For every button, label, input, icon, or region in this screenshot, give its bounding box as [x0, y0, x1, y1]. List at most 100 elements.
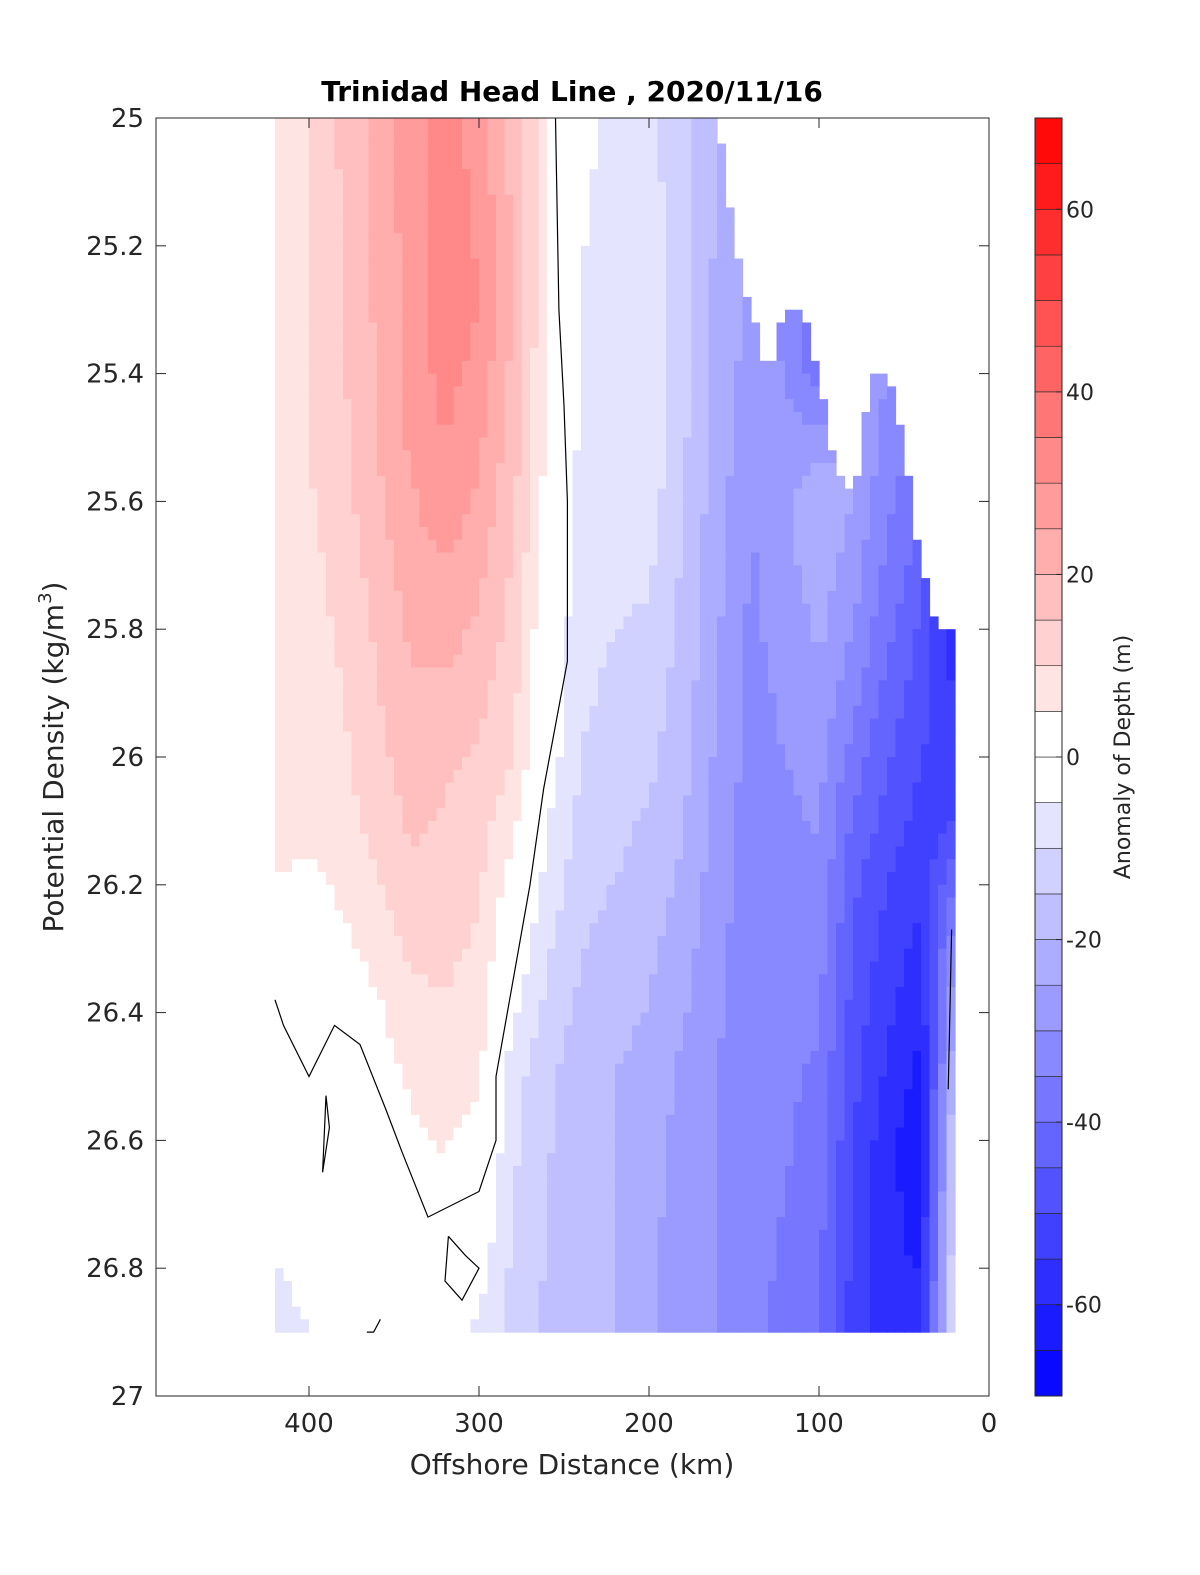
contour-cell	[453, 667, 463, 681]
contour-cell	[717, 373, 727, 387]
contour-cell	[326, 1280, 336, 1295]
contour-cell	[606, 667, 616, 681]
contour-cell	[666, 872, 676, 886]
contour-cell	[674, 923, 684, 937]
contour-cell	[657, 1178, 667, 1193]
contour-cell	[496, 130, 506, 145]
contour-cell	[360, 360, 370, 375]
contour-cell	[649, 552, 659, 566]
contour-cell	[572, 475, 582, 490]
contour-cell	[394, 1255, 404, 1269]
contour-cell	[572, 156, 582, 170]
contour-cell	[666, 1102, 676, 1116]
contour-cell	[530, 488, 540, 502]
contour-cell	[521, 169, 531, 183]
contour-cell	[292, 271, 302, 285]
contour-cell	[326, 731, 336, 745]
contour-cell	[436, 450, 446, 464]
contour-cell	[436, 923, 446, 937]
contour-cell	[521, 820, 531, 835]
contour-cell	[428, 1217, 438, 1231]
contour-cell	[589, 552, 599, 566]
contour-cell	[309, 1217, 319, 1231]
contour-cell	[564, 718, 574, 733]
contour-cell	[598, 169, 608, 183]
contour-cell	[683, 1217, 693, 1231]
contour-cell	[470, 526, 480, 541]
contour-cell	[351, 143, 361, 157]
contour-cell	[402, 1306, 412, 1320]
contour-cell	[649, 744, 659, 758]
contour-cell	[691, 923, 701, 937]
contour-cell	[606, 629, 616, 643]
contour-cell	[666, 1229, 676, 1244]
contour-cell	[453, 1293, 463, 1308]
contour-cell	[589, 463, 599, 477]
contour-cell	[334, 718, 344, 733]
contour-cell	[394, 833, 404, 848]
contour-cell	[538, 948, 548, 963]
contour-cell	[691, 130, 701, 145]
contour-cell	[674, 348, 684, 362]
contour-cell	[606, 1165, 616, 1180]
contour-cell	[649, 296, 659, 311]
contour-cell	[496, 808, 506, 822]
contour-cell	[708, 1063, 718, 1078]
contour-cell	[419, 846, 429, 860]
contour-cell	[547, 1204, 557, 1218]
contour-cell	[530, 693, 540, 707]
contour-cell	[445, 514, 455, 528]
contour-cell	[309, 1012, 319, 1026]
contour-cell	[598, 987, 608, 1001]
contour-cell	[377, 1025, 387, 1039]
contour-cell	[657, 399, 667, 413]
contour-cell	[317, 284, 327, 298]
contour-cell	[700, 1165, 710, 1180]
contour-cell	[572, 424, 582, 439]
contour-cell	[572, 488, 582, 502]
contour-cell	[666, 271, 676, 285]
contour-cell	[564, 194, 574, 209]
contour-cell	[598, 667, 608, 681]
contour-cell	[649, 245, 659, 260]
contour-cell	[623, 1025, 633, 1039]
contour-cell	[717, 782, 727, 796]
contour-cell	[640, 808, 650, 822]
contour-cell	[640, 1242, 650, 1257]
contour-cell	[589, 156, 599, 170]
contour-cell	[666, 654, 676, 669]
contour-cell	[368, 424, 378, 439]
contour-cell	[606, 744, 616, 758]
contour-cell	[487, 450, 497, 464]
contour-cell	[640, 923, 650, 937]
contour-cell	[283, 1076, 293, 1090]
contour-cell	[666, 910, 676, 924]
contour-cell	[504, 181, 514, 196]
contour-cell	[283, 693, 293, 707]
contour-cell	[402, 501, 412, 515]
contour-cell	[411, 1280, 421, 1295]
contour-cell	[632, 258, 642, 272]
contour-cell	[283, 629, 293, 643]
contour-cell	[292, 872, 302, 886]
contour-cell	[317, 872, 327, 886]
contour-cell	[292, 731, 302, 745]
contour-cell	[394, 1140, 404, 1154]
contour-cell	[368, 207, 378, 221]
contour-cell	[555, 207, 565, 221]
contour-cell	[589, 718, 599, 733]
contour-cell	[496, 284, 506, 298]
contour-cell	[547, 118, 557, 132]
contour-cell	[538, 1038, 548, 1052]
contour-cell	[360, 169, 370, 183]
contour-cell	[326, 1063, 336, 1078]
contour-cell	[640, 194, 650, 209]
contour-cell	[334, 1242, 344, 1257]
contour-cell	[309, 859, 319, 873]
contour-cell	[581, 156, 591, 170]
contour-cell	[385, 590, 395, 605]
contour-cell	[640, 1140, 650, 1154]
contour-cell	[555, 1165, 565, 1180]
contour-cell	[462, 859, 472, 873]
contour-cell	[666, 488, 676, 502]
